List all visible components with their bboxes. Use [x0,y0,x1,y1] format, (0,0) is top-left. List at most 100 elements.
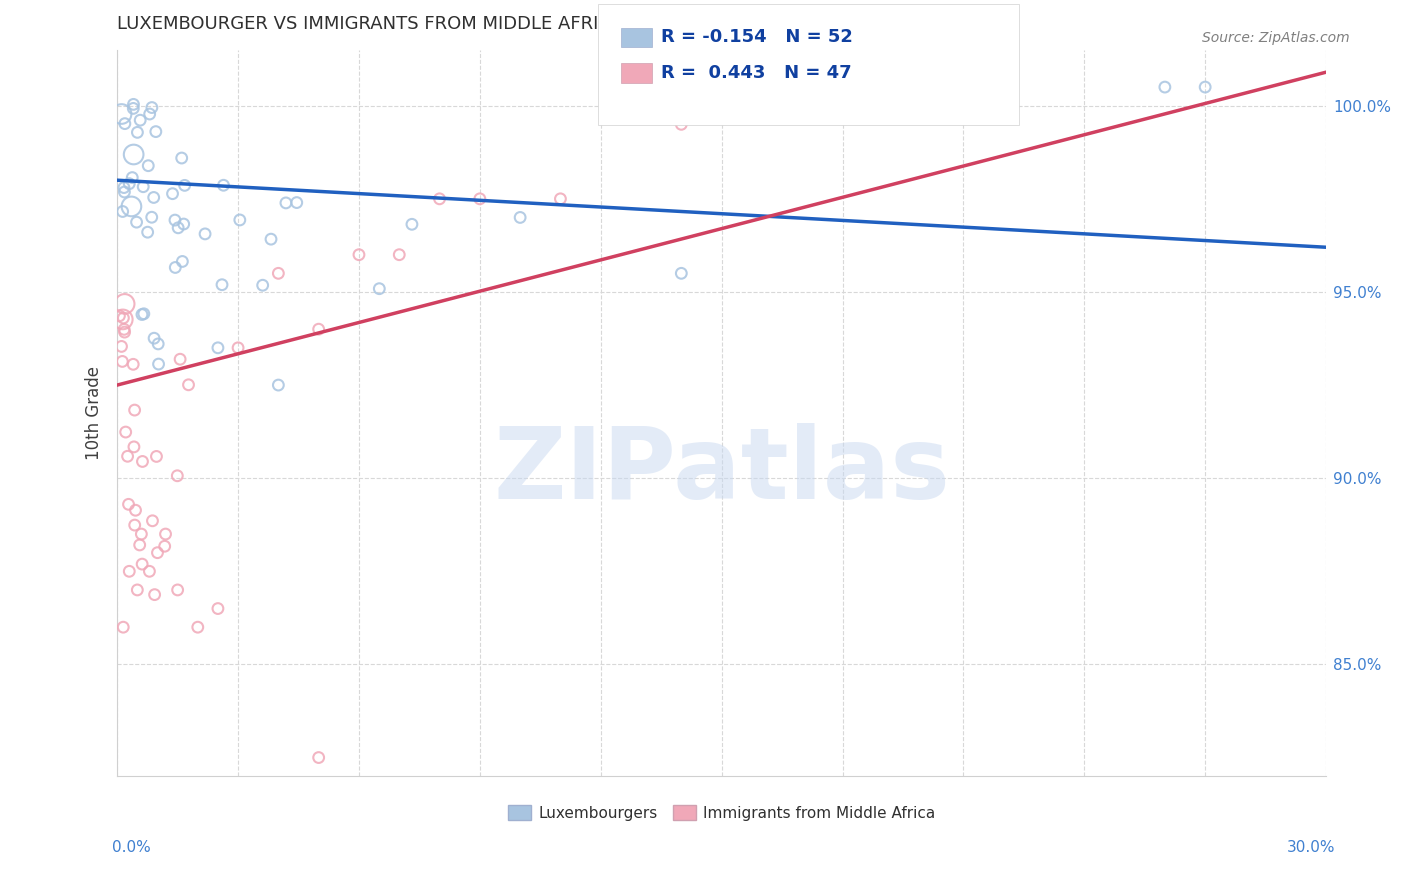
Point [207,341,229,355]
Point [121,170,143,185]
Point [401,217,423,231]
Point [138,107,160,121]
Point [167,220,190,235]
Point [229,213,252,227]
Text: ZIPatlas: ZIPatlas [494,423,950,520]
Point [122,102,145,116]
Point [125,215,148,229]
Point [143,331,166,345]
Point [148,357,170,371]
Point [120,199,142,213]
Point [163,213,186,227]
Text: Source: ZipAtlas.com: Source: ZipAtlas.com [1202,31,1350,45]
Point [124,503,146,517]
Point [187,620,209,634]
Point [118,564,141,578]
Point [129,113,152,128]
Point [162,186,184,201]
Point [112,620,135,634]
Point [260,232,283,246]
Point [146,546,169,560]
Point [155,527,177,541]
Point [267,378,290,392]
Legend: Luxembourgers, Immigrants from Middle Africa: Luxembourgers, Immigrants from Middle Af… [502,798,942,827]
Point [127,125,149,139]
Point [226,341,249,355]
Point [131,454,153,468]
Point [110,107,132,121]
Point [166,582,188,597]
Point [131,308,153,322]
Point [308,750,330,764]
Point [111,354,134,368]
Text: R = -0.154   N = 52: R = -0.154 N = 52 [661,29,852,46]
Text: LUXEMBOURGER VS IMMIGRANTS FROM MIDDLE AFRICA 10TH GRADE CORRELATION CHART: LUXEMBOURGER VS IMMIGRANTS FROM MIDDLE A… [117,15,946,33]
Point [112,180,135,194]
Point [267,266,290,280]
Point [122,97,145,112]
Point [165,260,187,275]
Point [145,125,167,139]
Point [368,282,391,296]
Point [108,309,131,323]
Point [114,297,136,311]
Point [117,497,139,511]
Point [169,352,191,367]
Point [166,468,188,483]
Point [136,159,159,173]
Point [388,248,411,262]
Point [252,278,274,293]
Point [172,254,194,268]
Point [114,325,136,339]
Point [285,195,308,210]
Point [207,601,229,615]
Point [131,527,153,541]
Y-axis label: 10th Grade: 10th Grade [86,366,103,460]
Point [671,117,693,131]
Point [141,211,163,225]
Point [111,204,134,219]
Point [127,582,149,597]
Point [671,266,693,280]
Point [274,195,297,210]
Point [112,185,135,199]
Point [131,557,153,571]
Text: 30.0%: 30.0% [1288,840,1336,855]
Point [110,339,132,353]
Text: 0.0%: 0.0% [112,840,152,855]
Point [468,192,491,206]
Point [170,151,193,165]
Point [124,518,146,533]
Point [138,564,160,578]
Point [212,178,235,193]
Point [141,514,163,528]
Point [912,80,935,95]
Point [122,147,145,161]
Point [1194,80,1216,95]
Point [308,322,330,336]
Point [122,357,145,371]
Point [347,248,370,262]
Point [143,588,166,602]
Point [112,322,135,336]
Point [509,211,531,225]
Point [177,377,200,392]
Point [1154,80,1177,95]
Point [118,177,141,191]
Point [141,101,163,115]
Point [132,307,155,321]
Point [993,80,1015,95]
Point [117,450,139,464]
Point [128,538,150,552]
Point [550,192,572,206]
Point [114,425,136,439]
Point [194,227,217,241]
Point [114,117,136,131]
Point [153,539,176,553]
Point [173,217,195,231]
Point [136,225,159,239]
Point [122,440,145,454]
Point [145,450,167,464]
Point [111,312,134,326]
Point [132,179,155,194]
